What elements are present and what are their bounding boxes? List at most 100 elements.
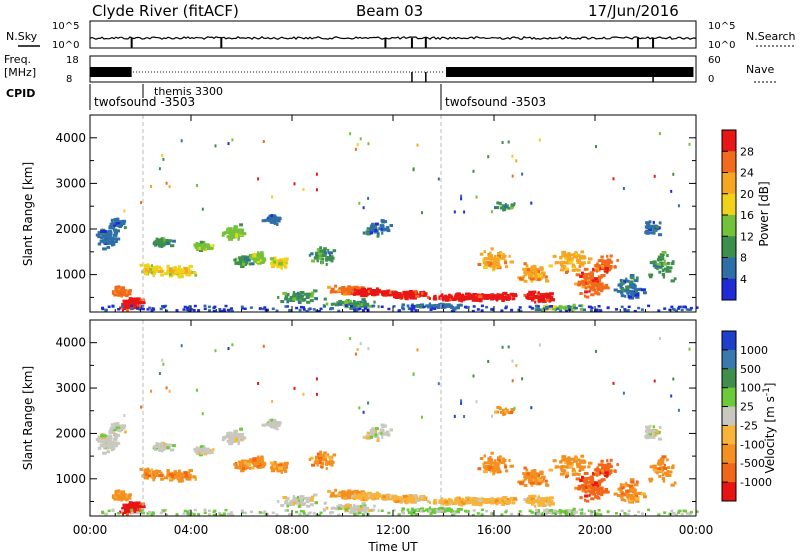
heatmap-cell [626,291,630,295]
heatmap-cell [166,270,169,274]
heatmap-cell [150,271,153,275]
heatmap-cell [627,499,633,503]
heatmap-cell [471,502,476,506]
heatmap-cell [380,431,383,435]
heatmap-cell [508,296,511,300]
heatmap-cell [143,469,146,473]
heatmap-cell [212,243,215,247]
heatmap-cell [304,292,309,296]
freq-label: Freq. [4,53,31,66]
heatmap-cell [169,478,174,482]
heatmap-cell [146,267,150,271]
heatmap-cell [601,264,605,268]
heatmap-cell [159,267,163,271]
heatmap-cell [483,250,486,254]
heatmap-cell [541,299,547,303]
heatmap-cell [256,251,260,255]
heatmap-cell [574,306,578,310]
heatmap-cell [501,141,504,144]
heatmap-cell [104,446,109,450]
heatmap-cell [257,177,260,181]
heatmap-cell [349,302,354,306]
heatmap-cell [302,188,305,191]
heatmap-cell [593,286,596,290]
heatmap-cell [490,451,494,455]
heatmap-cell [560,467,564,471]
heatmap-cell [438,507,442,511]
cpid-panel: CPID twofsound -3503 themis 3300 twofsou… [6,84,546,110]
heatmap-cell [480,309,484,312]
heatmap-cell [579,292,583,295]
heatmap-cell [121,289,125,293]
heatmap-cell [568,509,572,513]
heatmap-cell [607,472,611,476]
heatmap-cell [551,307,556,311]
heatmap-cell [567,253,572,257]
heatmap-cell [620,305,624,309]
heatmap-cell [309,294,314,298]
heatmap-cell [440,497,444,501]
heatmap-cell [499,251,502,255]
heatmap-cell [374,433,378,437]
heatmap-cell [519,277,524,281]
heatmap-cell [584,494,589,498]
heatmap-cell [208,246,212,250]
heatmap-cell [510,203,515,207]
heatmap-cell [155,442,159,446]
heatmap-cell [195,242,199,245]
heatmap-cell [361,309,365,312]
heatmap-cell [124,494,127,498]
heatmap-cell [541,293,547,297]
heatmap-cell [349,132,352,136]
heatmap-cell [284,257,289,261]
heatmap-cell [505,305,508,308]
heatmap-cell [430,304,434,308]
heatmap-cell [404,501,409,505]
heatmap-cell [534,499,539,503]
heatmap-cell [454,499,460,503]
heatmap-cell [568,465,573,469]
heatmap-cell [148,472,152,476]
heatmap-cell [643,291,647,295]
heatmap-cell [132,502,137,506]
heatmap-cell [647,432,652,436]
heatmap-cell [299,291,305,294]
heatmap-cell [123,506,129,510]
heatmap-cell [523,498,529,501]
heatmap-cell [573,457,578,461]
heatmap-cell [150,309,154,312]
heatmap-cell [432,509,435,513]
heatmap-cell [115,441,121,445]
heatmap-cell [548,305,552,308]
heatmap-cell [152,308,156,311]
heatmap-cell [465,292,468,296]
heatmap-cell [571,473,576,477]
heatmap-cell [499,295,502,299]
heatmap-cell [344,304,348,308]
heatmap-cell [572,469,576,473]
heatmap-cell [164,443,169,447]
heatmap-cell [330,506,333,510]
power-colorbar-tick-label: 28 [740,145,754,158]
heatmap-cell [568,258,572,261]
heatmap-cell [386,229,391,233]
heatmap-cell [378,227,381,231]
heatmap-cell [187,273,192,277]
heatmap-cell [577,283,582,287]
heatmap-cell [120,498,123,502]
heatmap-cell [526,475,531,479]
heatmap-cell [541,504,547,507]
heatmap-cell [578,264,582,268]
heatmap-cell [112,226,116,230]
heatmap-cell [640,492,646,496]
heatmap-cell [350,286,355,290]
heatmap-cell [658,425,662,429]
heatmap-cell [290,501,293,505]
heatmap-cell [501,408,505,412]
heatmap-cell [540,502,544,505]
heatmap-cell [504,409,508,413]
heatmap-cell [231,235,235,239]
heatmap-cell [362,435,366,439]
heatmap-cell [509,292,514,296]
